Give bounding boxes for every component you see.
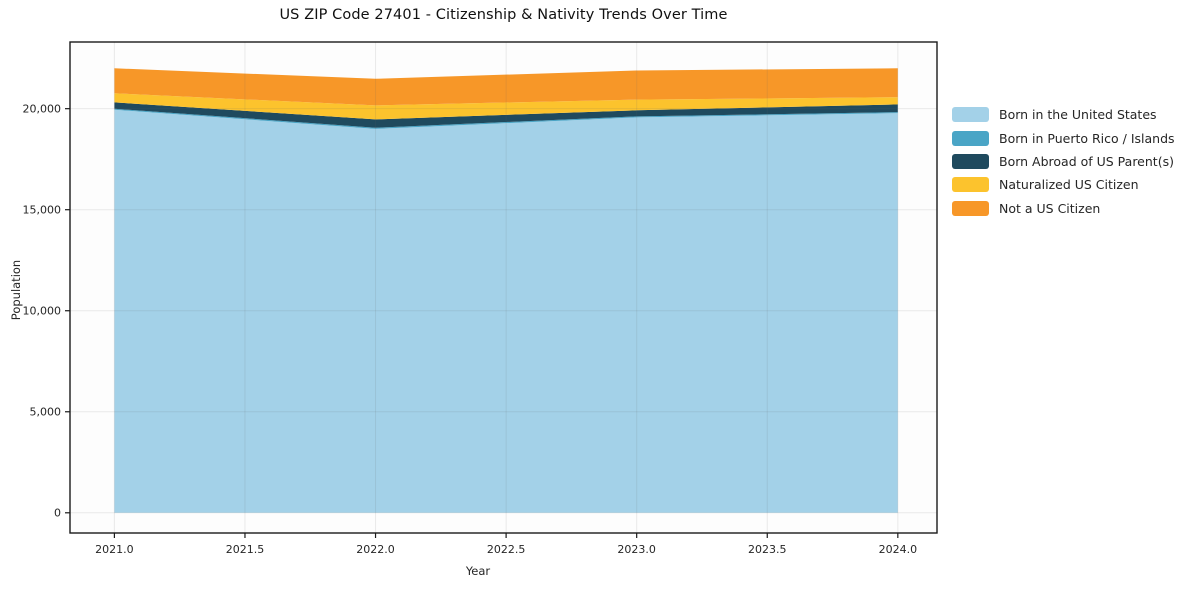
y-axis-label: Population bbox=[9, 259, 23, 321]
legend-swatch-not-citizen bbox=[952, 200, 989, 216]
x-tick-label: 2022.0 bbox=[356, 543, 395, 556]
x-axis-label: Year bbox=[465, 564, 491, 578]
legend: Born in the United States Born in Puerto… bbox=[952, 103, 1175, 220]
legend-swatch-naturalized bbox=[952, 177, 989, 193]
legend-swatch-born-us bbox=[952, 107, 989, 123]
area-series-1 bbox=[114, 108, 898, 129]
legend-label: Born Abroad of US Parent(s) bbox=[999, 153, 1174, 169]
y-tick-label: 10,000 bbox=[23, 305, 62, 318]
x-tick-label: 2023.5 bbox=[748, 543, 787, 556]
legend-label: Born in Puerto Rico / Islands bbox=[999, 130, 1175, 146]
area-series-4 bbox=[114, 68, 898, 106]
x-tick-label: 2021.5 bbox=[226, 543, 265, 556]
legend-item-born-us: Born in the United States bbox=[952, 103, 1175, 126]
chart-title: US ZIP Code 27401 - Citizenship & Nativi… bbox=[279, 7, 728, 23]
legend-label: Naturalized US Citizen bbox=[999, 177, 1139, 193]
legend-label: Not a US Citizen bbox=[999, 200, 1101, 216]
x-tick-label: 2022.5 bbox=[487, 543, 526, 556]
legend-swatch-born-abroad bbox=[952, 153, 989, 169]
area-series-3 bbox=[114, 93, 898, 120]
x-tick-label: 2023.0 bbox=[617, 543, 656, 556]
y-tick-label: 15,000 bbox=[23, 204, 62, 217]
y-tick-label: 0 bbox=[54, 507, 61, 520]
axes-spines bbox=[69, 41, 938, 534]
area-series-0 bbox=[114, 109, 898, 513]
legend-item-naturalized: Naturalized US Citizen bbox=[952, 173, 1175, 196]
legend-item-not-citizen: Not a US Citizen bbox=[952, 197, 1175, 220]
x-tick-label: 2021.0 bbox=[95, 543, 134, 556]
x-tick-label: 2024.0 bbox=[879, 543, 918, 556]
y-tick-label: 5,000 bbox=[30, 406, 62, 419]
y-tick-label: 20,000 bbox=[23, 102, 62, 115]
legend-swatch-born-pr-islands bbox=[952, 130, 989, 146]
area-series-2 bbox=[114, 102, 898, 128]
legend-item-born-pr-islands: Born in Puerto Rico / Islands bbox=[952, 126, 1175, 149]
legend-label: Born in the United States bbox=[999, 107, 1157, 123]
legend-item-born-abroad: Born Abroad of US Parent(s) bbox=[952, 150, 1175, 173]
